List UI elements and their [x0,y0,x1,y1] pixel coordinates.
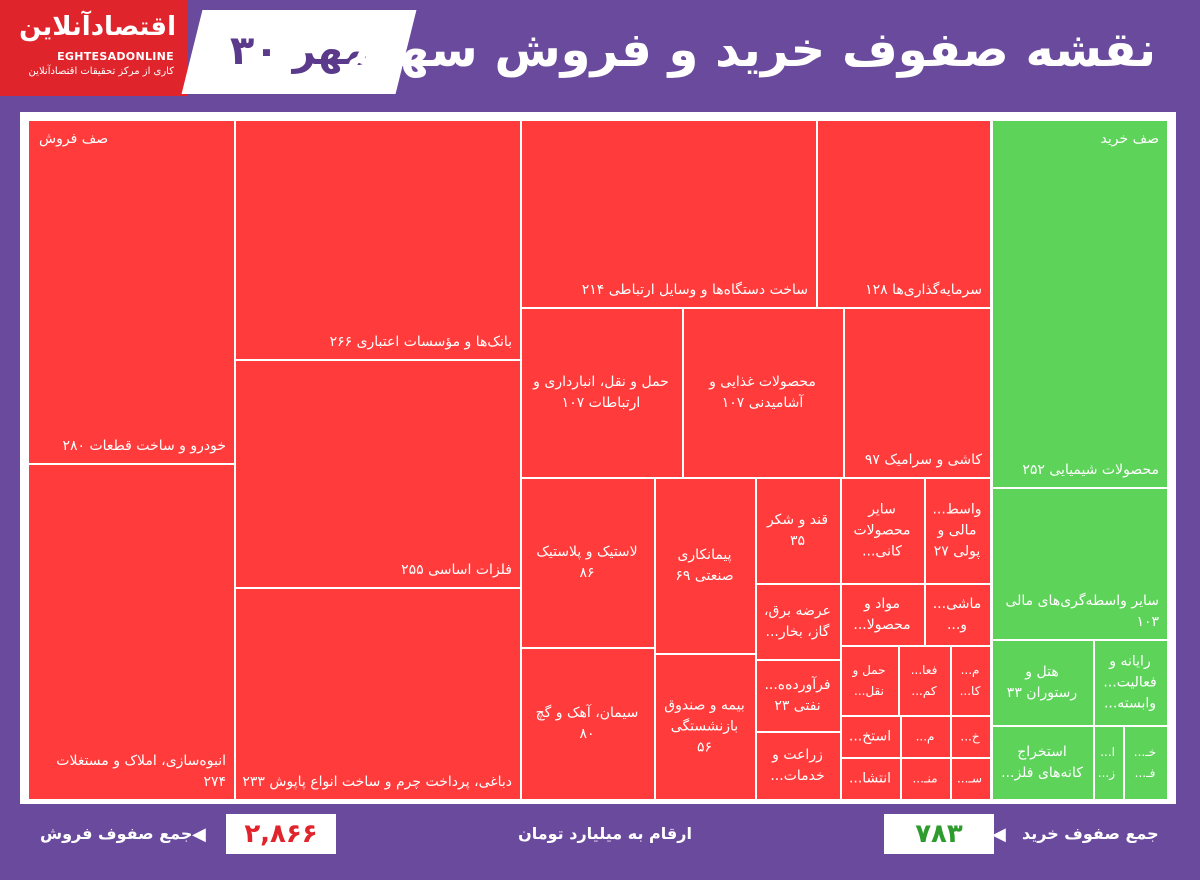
treemap-cell: پیمانکاری صنعتی ۶۹ [655,478,756,654]
cell-label: سیمان، آهک و گچ ۸۰ [535,705,639,742]
treemap-cell: ساخت دستگاه‌ها و وسایل ارتباطی ۲۱۴ [521,120,817,308]
cell-label: منـ... [912,771,938,786]
group-label: صف فروش [39,131,109,147]
treemap-chart: صف فروش خودرو و ساخت قطعات ۲۸۰ انبوه‌سازی،… [20,112,1176,804]
cell-label: م... کا... [959,663,981,698]
treemap-cell: زراعت و خدمات... [756,732,841,800]
treemap-cell: انبوه‌سازی، املاک و مستغلات ۲۷۴ [28,464,235,800]
treemap-cell: خـ... فـ... [1124,726,1168,800]
cell-label: فرآورده‌ه... نفتی ۲۳ [764,677,831,714]
treemap-cell: استخراج کانه‌های فلز... [992,726,1094,800]
treemap-cell: سـ... [951,758,991,800]
cell-label: استخ... [848,728,892,745]
cell-label: خ... [960,729,980,744]
treemap-cell: م... [901,716,951,758]
cell-label: پیمانکاری صنعتی ۶۹ [675,547,734,584]
cell-label: لاستیک و پلاستیک ۸۶ [536,544,638,581]
treemap-cell: صف خرید محصولات شیمیایی ۲۵۲ [992,120,1168,488]
treemap-cell: دباغی، پرداخت چرم و ساخت انواع پاپوش ۲۳۳ [235,588,521,800]
footer: جمع صفوف فروش ◀ ۲,۸۶۶ ارقام به میلیارد ت… [0,804,1200,880]
sell-total-label: جمع صفوف فروش [40,824,193,843]
cell-label: ماشی... و... [932,596,982,633]
cell-label: خودرو و ساخت قطعات ۲۸۰ [62,438,226,454]
treemap-cell: لاستیک و پلاستیک ۸۶ [521,478,655,648]
treemap-cell: مواد و محصولا... [841,584,925,646]
cell-label: استخراج کانه‌های فلز... [1001,744,1083,781]
header: اقتصادآنلاین EGHTESADONLINE کاری از مرکز… [0,0,1200,96]
cell-label: بیمه و صندوق بازنشستگی ۵۶ [664,697,745,756]
treemap-cell: سایر محصولات کانی... [841,478,925,584]
cell-label: سایر واسطه‌گری‌های مالی ۱۰۳ [1005,593,1159,630]
cell-label: محصولات شیمیایی ۲۵۲ [1022,462,1159,478]
treemap-cell: عرضه برق، گاز، بخار... [756,584,841,660]
cell-label: فعا... کم... [910,663,938,698]
treemap-cell: واسط... مالی و پولی ۲۷ [925,478,991,584]
treemap-cell: منـ... [901,758,951,800]
treemap-cell: حمل و نقل... [841,646,899,716]
treemap-cell: انتشا... [841,758,901,800]
cell-label: سایر محصولات کانی... [853,501,911,560]
cell-label: هتل و رستوران ۳۳ [1006,664,1078,701]
cell-label: محصولات غذایی و آشامیدنی ۱۰۷ [709,374,816,411]
cell-label: رایانه و فعالیت... وابسته... [1103,653,1157,712]
buy-total-label: جمع صفوف خرید [1022,824,1159,843]
treemap-cell: فعا... کم... [899,646,951,716]
treemap-cell: م... کا... [951,646,991,716]
treemap-cell: قند و شکر ۳۵ [756,478,841,584]
treemap-cell: خ... [951,716,991,758]
treemap-cell: ماشی... و... [925,584,991,646]
treemap-cell: حمل و نقل، انبارداری و ارتباطات ۱۰۷ [521,308,683,478]
treemap-cell: فلزات اساسی ۲۵۵ [235,360,521,588]
cell-label: فلزات اساسی ۲۵۵ [401,562,512,578]
cell-label: خـ... فـ... [1133,745,1157,780]
unit-label: ارقام به میلیارد تومان [518,824,692,843]
treemap-cell: بانک‌ها و مؤسسات اعتباری ۲۶۶ [235,120,521,360]
cell-label: ساخت دستگاه‌ها و وسایل ارتباطی ۲۱۴ [581,282,808,298]
cell-label: مواد و محصولا... [853,596,911,633]
sell-arrow-icon: ◀ [192,824,206,845]
page-title: نقشه صفوف خرید و فروش سهام [345,22,1156,78]
logo-tagline: کاری از مرکز تحقیقات اقتصادآنلاین [28,66,174,77]
cell-label: دباغی، پرداخت چرم و ساخت انواع پاپوش ۲۳۳ [242,774,512,790]
cell-label: عرضه برق، گاز، بخار... [764,603,831,640]
cell-label: سرمایه‌گذاری‌ها ۱۲۸ [865,282,982,298]
cell-label: حمل و نقل... [852,663,886,698]
cell-label: م... [915,729,935,744]
treemap-cell: صف فروش خودرو و ساخت قطعات ۲۸۰ [28,120,235,464]
cell-label: قند و شکر ۳۵ [766,512,829,549]
cell-label: واسط... مالی و پولی ۲۷ [932,501,982,560]
buy-arrow-icon: ◀ [992,824,1006,845]
treemap-cell: ا... ز... [1094,726,1124,800]
cell-label: زراعت و خدمات... [770,747,825,784]
treemap-cell: هتل و رستوران ۳۳ [992,640,1094,726]
sell-total-value: ۲,۸۶۶ [226,814,336,854]
logo-name: اقتصادآنلاین [19,12,176,42]
treemap-cell: فرآورده‌ه... نفتی ۲۳ [756,660,841,732]
treemap-cell: سیمان، آهک و گچ ۸۰ [521,648,655,800]
treemap-cell: محصولات غذایی و آشامیدنی ۱۰۷ [683,308,844,478]
group-label: صف خرید [1100,131,1159,147]
treemap-cell: کاشی و سرامیک ۹۷ [844,308,991,478]
cell-label: کاشی و سرامیک ۹۷ [864,452,982,468]
treemap-cell: بیمه و صندوق بازنشستگی ۵۶ [655,654,756,800]
cell-label: انتشا... [848,770,892,787]
cell-label: بانک‌ها و مؤسسات اعتباری ۲۶۶ [329,334,512,350]
cell-label: سـ... [956,771,982,786]
cell-label: حمل و نقل، انبارداری و ارتباطات ۱۰۷ [533,374,669,411]
treemap-cell: سایر واسطه‌گری‌های مالی ۱۰۳ [992,488,1168,640]
treemap-cell: رایانه و فعالیت... وابسته... [1094,640,1168,726]
brand-logo: اقتصادآنلاین EGHTESADONLINE کاری از مرکز… [0,0,188,96]
logo-latin: EGHTESADONLINE [57,50,174,63]
cell-label: انبوه‌سازی، املاک و مستغلات ۲۷۴ [56,753,226,790]
treemap-cell: سرمایه‌گذاری‌ها ۱۲۸ [817,120,991,308]
buy-total-value: ۷۸۳ [884,814,994,854]
cell-label: ا... ز... [1097,745,1115,780]
treemap-cell: استخ... [841,716,901,758]
